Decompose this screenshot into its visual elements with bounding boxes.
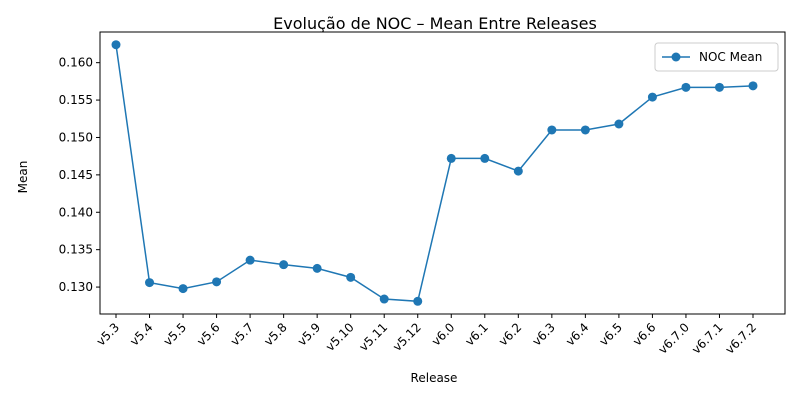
- data-point: [178, 284, 188, 294]
- x-tick-label: v5.7: [228, 320, 256, 348]
- y-tick-label: 0.155: [59, 93, 93, 107]
- data-point: [513, 166, 523, 176]
- x-tick-label: v5.5: [161, 320, 189, 348]
- x-tick-label: v6.1: [462, 320, 490, 348]
- y-axis-label: Mean: [16, 161, 30, 194]
- y-tick-label: 0.150: [59, 130, 93, 144]
- y-tick-label: 0.140: [59, 205, 93, 219]
- x-tick-label: v6.3: [530, 320, 558, 348]
- data-point: [379, 294, 389, 304]
- x-tick-label: v6.5: [597, 320, 625, 348]
- data-point: [346, 272, 356, 282]
- data-point: [580, 125, 590, 135]
- legend: NOC Mean: [654, 42, 779, 72]
- x-axis-ticks: v5.3 v5.4 v5.5 v5.6 v5.7 v5.8 v5.9 v5.10 v5.11 v5…: [94, 314, 759, 357]
- data-point: [446, 153, 456, 163]
- data-point: [212, 277, 222, 287]
- x-tick-label: v5.11: [357, 320, 391, 354]
- x-tick-label: v6.7.1: [689, 320, 726, 357]
- y-tick-label: 0.130: [59, 280, 93, 294]
- legend-box: [654, 42, 779, 72]
- x-tick-label: v5.9: [295, 320, 323, 348]
- data-point: [111, 40, 121, 50]
- x-tick-label: v6.4: [563, 320, 591, 348]
- x-tick-label: v6.7.0: [656, 320, 693, 357]
- data-point: [480, 153, 490, 163]
- x-tick-label: v5.12: [390, 320, 424, 354]
- plot-area: [111, 40, 758, 306]
- x-tick-label: v5.6: [194, 320, 222, 348]
- legend-label-noc-mean: NOC Mean: [699, 50, 762, 64]
- data-point: [245, 255, 255, 265]
- y-tick-label: 0.135: [59, 243, 93, 257]
- plot-frame: [99, 31, 786, 315]
- data-point: [145, 278, 155, 288]
- data-point: [547, 125, 557, 135]
- data-point: [413, 296, 423, 306]
- x-tick-label: v5.3: [94, 320, 122, 348]
- y-axis-ticks: 0.130 0.135 0.140 0.145 0.150 0.155 0.160: [59, 56, 100, 294]
- data-point: [279, 260, 289, 270]
- x-tick-label: v5.10: [323, 320, 357, 354]
- data-point: [714, 82, 724, 92]
- x-tick-label: v5.8: [261, 320, 289, 348]
- data-point: [312, 263, 322, 273]
- x-tick-label: v6.0: [429, 320, 457, 348]
- chart-title: Evolução de NOC – Mean Entre Releases: [273, 14, 597, 33]
- data-point: [748, 81, 758, 91]
- y-tick-label: 0.160: [59, 56, 93, 70]
- x-tick-label: v6.6: [630, 320, 658, 348]
- data-point: [614, 119, 624, 129]
- x-tick-label: v5.4: [127, 320, 155, 348]
- data-point: [647, 92, 657, 102]
- x-tick-label: v6.7.2: [723, 320, 760, 357]
- y-tick-label: 0.145: [59, 168, 93, 182]
- series-line-noc-mean: [115, 44, 754, 303]
- x-tick-label: v6.2: [496, 320, 524, 348]
- legend-marker-swatch: [671, 52, 681, 62]
- data-point: [681, 82, 691, 92]
- x-axis-label: Release: [411, 371, 458, 385]
